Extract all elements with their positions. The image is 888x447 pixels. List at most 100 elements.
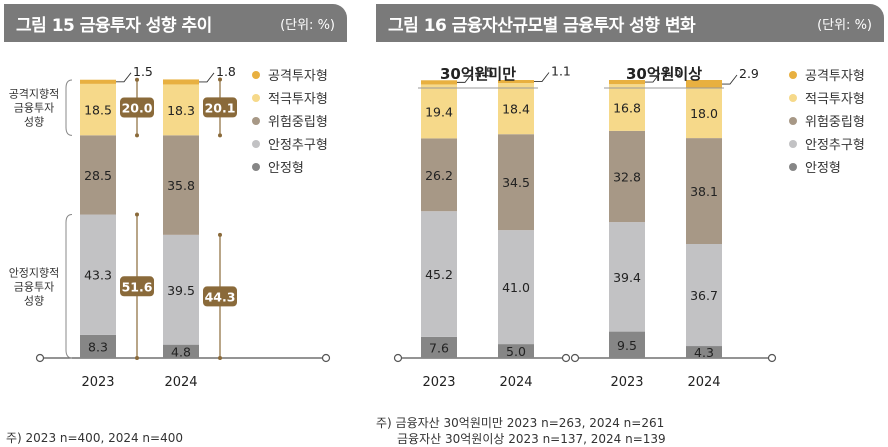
fig16-legend-item-aggressive: 공격투자형 (805, 69, 865, 84)
fig16-under30-bar-2023-neutral (421, 138, 457, 212)
fig16-over30-label-2023-active: 16.8 (613, 101, 641, 116)
fig15-stable-total-2023-dot-bottom (135, 356, 139, 360)
fig16-legend-swatch-stable (789, 163, 797, 171)
fig15-aggressive-total-2024-badge-text: 20.1 (205, 100, 236, 115)
fig15-label-2023-aggressive: 1.5 (133, 64, 153, 79)
fig15-stable-total-2024-badge-text: 44.3 (205, 289, 236, 304)
fig15-group-aggressive-label-line3: 성향 (24, 116, 44, 129)
fig16-under30-bar-2024-active (498, 83, 534, 135)
fig15-bar-2023-aggressive (80, 79, 116, 84)
figure-15-header: 그림 15 금융투자 성향 추이 (단위: %) (4, 4, 347, 42)
fig15-legend-swatch-active (252, 94, 260, 102)
fig15-bar-2023-stable (80, 334, 116, 358)
fig16-under30-label-2024-stable-seek: 41.0 (502, 280, 530, 295)
fig15-bar-2023-stable-seek (80, 214, 116, 335)
fig16-over30-bar-2023-neutral (609, 130, 645, 223)
fig16-under30-bar-2024-stable (498, 344, 534, 358)
fig16-under30-bar-2024-aggressive (498, 80, 534, 84)
fig16-under30-bar-2024-stable-seek (498, 230, 534, 345)
fig16-over30-tick-2023: 2023 (610, 375, 643, 390)
fig15-stable-total-2024-dot-top (218, 232, 222, 237)
fig15-legend-item-stable-seek: 안정추구형 (268, 138, 328, 153)
figure-16-unit: (단위: %) (817, 18, 872, 33)
fig15-bar-2024-neutral (163, 135, 199, 235)
fig15-axis-end-left (35, 353, 45, 363)
figure-15-title: 그림 15 금융투자 성향 추이 (16, 16, 212, 36)
fig15-label-2023-stable-seek: 43.3 (84, 268, 112, 283)
fig16-under30-label-2024-stable: 5.0 (506, 344, 526, 359)
fig16-over30-bar-2024-active (686, 88, 722, 139)
fig16-under30-tick-2023: 2023 (422, 375, 455, 390)
fig15-label-2023-neutral: 28.5 (84, 168, 112, 183)
fig15-legend-item-aggressive: 공격투자형 (268, 69, 328, 84)
fig15-legend-swatch-aggressive (252, 71, 260, 79)
fig15-legend-item-neutral: 위험중립형 (268, 115, 328, 130)
fig16-legend-item-stable-seek: 안정추구형 (805, 138, 865, 153)
fig16-under30-bar-2023-stable-seek (421, 211, 457, 337)
fig16-under30-label-2024-aggressive: 1.1 (551, 64, 571, 79)
figure-15-unit: (단위: %) (280, 18, 335, 33)
fig15-leader-2023-aggressive (116, 72, 132, 83)
fig16-legend-swatch-aggressive (789, 71, 797, 79)
fig15-group-aggressive-label-line2: 금융투자 (14, 102, 54, 115)
fig15-bar-2024-aggressive (163, 79, 199, 85)
fig15-group-stable-brace (65, 214, 73, 359)
fig15-group-aggressive-label-line1: 공격지향적 (9, 88, 60, 101)
fig16-over30-bar-2023-stable-seek (609, 222, 645, 332)
fig16-subtitle-1: 30억원미만 (440, 65, 516, 83)
fig16-over30-bar-2023-stable (609, 331, 645, 358)
fig15-aggressive-total-2023-dot-top (135, 77, 139, 82)
fig16-over30-bar-2023-active (609, 84, 645, 131)
fig15-group-stable-label-line1: 안정지향적 (9, 266, 60, 279)
fig16-over30-bar-2024-stable-seek (686, 244, 722, 347)
fig15-legend-item-active: 적극투자형 (268, 92, 328, 107)
fig15-label-2024-stable-seek: 39.5 (167, 283, 195, 298)
fig15-label-2024-neutral: 35.8 (167, 178, 195, 193)
fig16-over30-label-2024-active: 18.0 (690, 106, 718, 121)
fig16-over30-tick-2024: 2024 (687, 375, 720, 390)
fig15-stable-total-2024-dot-bottom (218, 356, 222, 360)
fig15-group-stable-label-line3: 성향 (24, 294, 44, 307)
fig16-over30-label-2023-aggressive: 1.5 (662, 64, 682, 79)
fig16-over30-axis-end-right (767, 353, 777, 363)
fig16-under30-label-2023-stable-seek: 45.2 (425, 267, 453, 282)
fig15-bar-2024-stable (163, 344, 199, 358)
fig15-bar-2024-stable-seek (163, 234, 199, 345)
figure-16-note-line2: 금융자산 30억원이상 2023 n=137, 2024 n=139 (397, 432, 666, 446)
fig16-over30-bar-2023-aggressive (609, 80, 645, 85)
fig16-over30-bar-2024-stable (686, 346, 722, 358)
fig16-under30-axis-end-left (393, 353, 403, 363)
fig15-aggressive-total-2024-dot-top (218, 77, 222, 82)
fig16-under30-bar-2023-active (421, 84, 457, 139)
fig16-over30-label-2023-stable-seek: 39.4 (613, 270, 641, 285)
fig16-under30-axis-end-right (561, 353, 571, 363)
fig15-label-2023-active: 18.5 (84, 103, 112, 118)
fig16-over30-bar-2024-neutral (686, 138, 722, 245)
fig16-over30-axis-end-left (570, 353, 580, 363)
fig16-over30-label-2024-stable-seek: 36.7 (690, 288, 718, 303)
fig16-under30-leader-2023-aggressive (457, 73, 473, 83)
fig16-legend-item-active: 적극투자형 (805, 92, 865, 107)
fig15-aggressive-total-2023-dot-bottom (135, 133, 139, 138)
fig16-under30-label-2024-neutral: 34.5 (502, 175, 530, 190)
fig15-aggressive-total-2023-badge-text: 20.0 (122, 101, 153, 116)
fig16-legend-item-neutral: 위험중립형 (805, 115, 865, 130)
fig15-bar-2023-neutral (80, 135, 116, 215)
fig16-legend-item-stable: 안정형 (805, 161, 841, 176)
fig15-legend-swatch-stable (252, 163, 260, 171)
fig16-under30-bar-2024-neutral (498, 134, 534, 231)
fig16-legend-swatch-neutral (789, 117, 797, 125)
fig15-aggressive-total-2023-badge (120, 97, 154, 118)
fig15-label-2024-aggressive: 1.8 (216, 64, 236, 79)
fig15-label-2024-stable: 4.8 (171, 344, 191, 359)
fig15-leader-2024-aggressive (199, 72, 215, 83)
fig15-group-stable-label-line2: 금융투자 (14, 280, 54, 293)
fig15-legend-swatch-stable-seek (252, 140, 260, 148)
fig15-aggressive-total-2024-dot-bottom (218, 133, 222, 138)
fig15-legend-item-stable: 안정형 (268, 161, 304, 176)
fig16-under30-label-2023-aggressive: 1.5 (474, 64, 494, 79)
fig15-bar-2023-active (80, 83, 116, 136)
fig15-stable-total-2023-dot-top (135, 212, 139, 217)
fig16-under30-leader-2024-aggressive (534, 72, 550, 82)
